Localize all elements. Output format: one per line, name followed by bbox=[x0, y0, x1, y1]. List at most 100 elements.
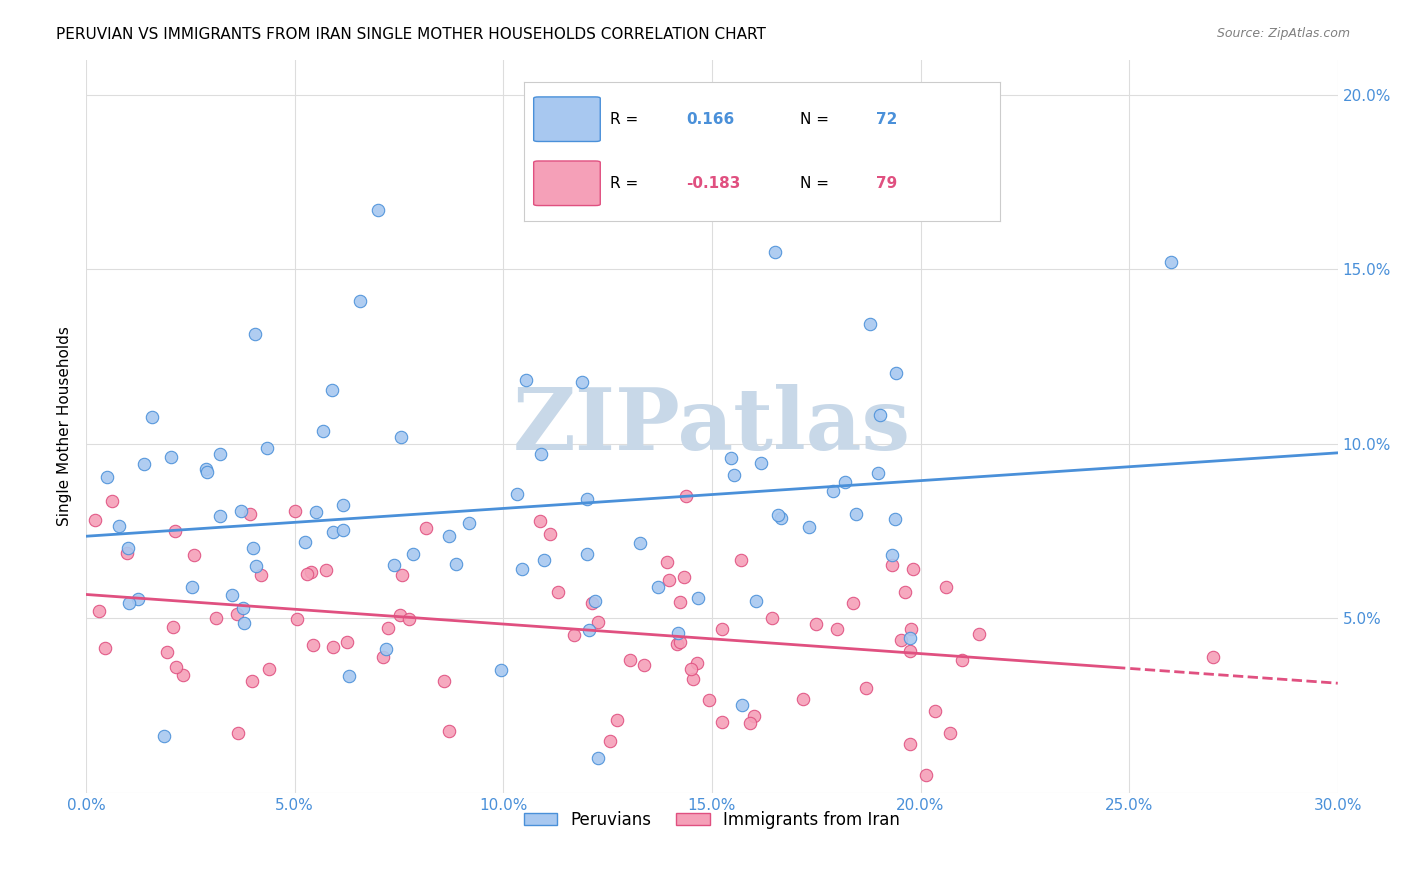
Point bbox=[205, 611, 228, 625]
Point bbox=[799, 520, 821, 534]
Point bbox=[195, 462, 218, 476]
Point bbox=[880, 548, 903, 562]
Point bbox=[533, 552, 555, 566]
Point bbox=[165, 524, 187, 538]
Point bbox=[249, 568, 271, 582]
Point bbox=[284, 504, 307, 518]
Point bbox=[127, 592, 149, 607]
Point bbox=[969, 627, 991, 641]
Point bbox=[711, 714, 734, 729]
Point bbox=[538, 526, 561, 541]
Point bbox=[402, 547, 425, 561]
Legend: Peruvians, Immigrants from Iran: Peruvians, Immigrants from Iran bbox=[517, 805, 907, 836]
Point bbox=[834, 475, 856, 489]
Point bbox=[823, 483, 845, 498]
Point bbox=[1201, 649, 1223, 664]
Point bbox=[226, 607, 249, 622]
Point bbox=[245, 327, 267, 342]
Point bbox=[299, 565, 322, 579]
Point bbox=[924, 704, 946, 718]
Point bbox=[183, 548, 205, 562]
Point bbox=[304, 505, 326, 519]
Point bbox=[763, 244, 786, 259]
Point bbox=[240, 673, 263, 688]
Point bbox=[337, 668, 360, 682]
Point bbox=[180, 580, 202, 594]
Point bbox=[208, 508, 231, 523]
Point bbox=[107, 518, 129, 533]
Point bbox=[285, 612, 308, 626]
Point bbox=[599, 734, 621, 748]
Point bbox=[633, 658, 655, 673]
Point bbox=[606, 714, 628, 728]
Point bbox=[245, 559, 267, 574]
Point bbox=[172, 668, 194, 682]
Point bbox=[322, 640, 344, 654]
Point bbox=[389, 607, 412, 622]
Point bbox=[647, 580, 669, 594]
Point bbox=[389, 429, 412, 443]
Point bbox=[118, 597, 141, 611]
Point bbox=[373, 649, 395, 664]
Point bbox=[792, 692, 814, 706]
Point bbox=[302, 638, 325, 652]
Point bbox=[699, 692, 721, 706]
Point bbox=[681, 662, 703, 676]
Point bbox=[855, 681, 877, 695]
Point bbox=[869, 408, 891, 422]
Point bbox=[242, 541, 264, 555]
Point bbox=[686, 591, 709, 605]
Point bbox=[938, 725, 960, 739]
Point bbox=[162, 620, 184, 634]
Point bbox=[332, 523, 354, 537]
Point bbox=[322, 524, 344, 539]
Point bbox=[742, 708, 765, 723]
Point bbox=[731, 698, 754, 713]
Point bbox=[232, 616, 254, 631]
Point bbox=[723, 468, 745, 483]
Point bbox=[672, 569, 695, 583]
Point bbox=[675, 489, 697, 503]
Point bbox=[915, 768, 938, 782]
Point bbox=[950, 653, 973, 667]
Point bbox=[583, 594, 606, 608]
Point bbox=[506, 487, 529, 501]
Point bbox=[586, 615, 609, 629]
Point bbox=[588, 750, 610, 764]
Point bbox=[562, 628, 585, 642]
Point bbox=[332, 498, 354, 512]
Point bbox=[458, 516, 481, 530]
Point bbox=[576, 547, 599, 561]
Point bbox=[510, 561, 533, 575]
Point bbox=[315, 563, 337, 577]
Point bbox=[710, 622, 733, 636]
Point bbox=[94, 641, 117, 656]
Point bbox=[571, 375, 593, 389]
Point bbox=[745, 593, 768, 607]
Point bbox=[433, 674, 456, 689]
Point bbox=[384, 558, 406, 573]
Point bbox=[894, 585, 917, 599]
Point bbox=[842, 596, 865, 610]
Point bbox=[101, 494, 124, 508]
Point bbox=[444, 557, 467, 571]
Point bbox=[312, 424, 335, 438]
Point bbox=[87, 605, 110, 619]
Point bbox=[900, 622, 922, 636]
Point bbox=[156, 645, 179, 659]
Point bbox=[239, 507, 262, 521]
Point bbox=[221, 588, 243, 602]
Y-axis label: Single Mother Households: Single Mother Households bbox=[58, 326, 72, 526]
Point bbox=[321, 383, 343, 397]
Point bbox=[666, 626, 689, 640]
Point bbox=[935, 580, 957, 594]
Point bbox=[226, 726, 249, 740]
Point bbox=[195, 465, 218, 479]
Point bbox=[669, 635, 692, 649]
Point bbox=[96, 469, 118, 483]
Point bbox=[578, 624, 600, 638]
Point bbox=[257, 662, 280, 676]
Point bbox=[117, 541, 139, 555]
Point bbox=[491, 664, 513, 678]
Point bbox=[415, 521, 437, 535]
